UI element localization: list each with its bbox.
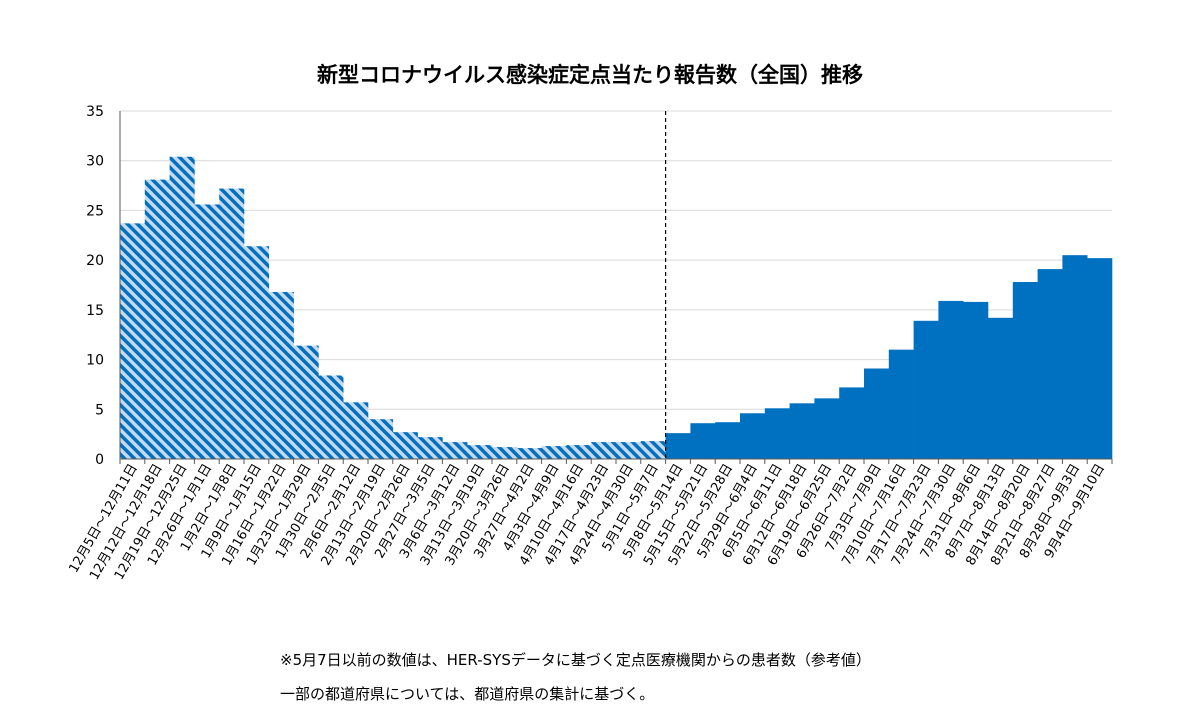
bar bbox=[1087, 258, 1113, 459]
bar bbox=[293, 345, 319, 459]
bar bbox=[789, 403, 815, 459]
bar bbox=[467, 445, 493, 459]
y-tick-label: 25 bbox=[86, 203, 104, 219]
bars bbox=[120, 156, 1113, 460]
bar bbox=[1037, 269, 1063, 459]
bar bbox=[963, 301, 989, 459]
bar bbox=[516, 448, 542, 459]
chart-title: 新型コロナウイルス感染症定点当たり報告数（全国）推移 bbox=[317, 63, 863, 87]
bar bbox=[566, 445, 592, 459]
bar bbox=[938, 300, 964, 459]
bar bbox=[591, 442, 617, 459]
bar bbox=[194, 204, 220, 459]
footnote-reference-values: ※5月7日以前の数値は、HER-SYSデータに基づく定点医療機関からの患者数（参… bbox=[280, 651, 871, 669]
bar bbox=[244, 246, 270, 459]
y-tick-label: 35 bbox=[86, 104, 104, 120]
chart-svg: 新型コロナウイルス感染症定点当たり報告数（全国）推移 0 5 10 15 20 25 30 3… bbox=[66, 63, 1113, 583]
bar bbox=[640, 441, 666, 459]
bar bbox=[120, 223, 146, 459]
footnote-prefecture-aggregation: 一部の都道府県については、都道府県の集計に基づく。 bbox=[280, 685, 655, 703]
y-tick-label: 0 bbox=[95, 452, 104, 468]
bar bbox=[740, 413, 766, 459]
bar bbox=[864, 368, 890, 459]
y-tick-label: 20 bbox=[86, 253, 104, 269]
bar bbox=[1062, 255, 1088, 459]
bar bbox=[343, 402, 369, 459]
bar bbox=[541, 446, 567, 459]
bar bbox=[690, 423, 716, 459]
bar bbox=[1012, 282, 1038, 459]
bar bbox=[368, 419, 394, 459]
bar bbox=[814, 398, 840, 459]
bar bbox=[219, 188, 245, 459]
bar bbox=[417, 437, 443, 459]
bar bbox=[268, 291, 294, 459]
bar bbox=[392, 432, 418, 459]
bar bbox=[665, 433, 691, 459]
bar bbox=[764, 408, 790, 459]
y-tick-label: 5 bbox=[95, 402, 104, 418]
bar bbox=[988, 317, 1014, 459]
bar bbox=[442, 442, 468, 459]
y-tick-label: 15 bbox=[86, 303, 104, 319]
bar bbox=[169, 156, 195, 460]
y-tick-label: 30 bbox=[86, 154, 104, 170]
bar bbox=[144, 179, 170, 459]
bar bbox=[715, 422, 741, 459]
bar bbox=[913, 320, 939, 459]
bar bbox=[318, 375, 344, 459]
bar bbox=[492, 447, 518, 459]
bar bbox=[839, 387, 865, 459]
bar bbox=[888, 349, 914, 459]
bar bbox=[616, 442, 642, 459]
y-tick-label: 10 bbox=[86, 353, 104, 369]
